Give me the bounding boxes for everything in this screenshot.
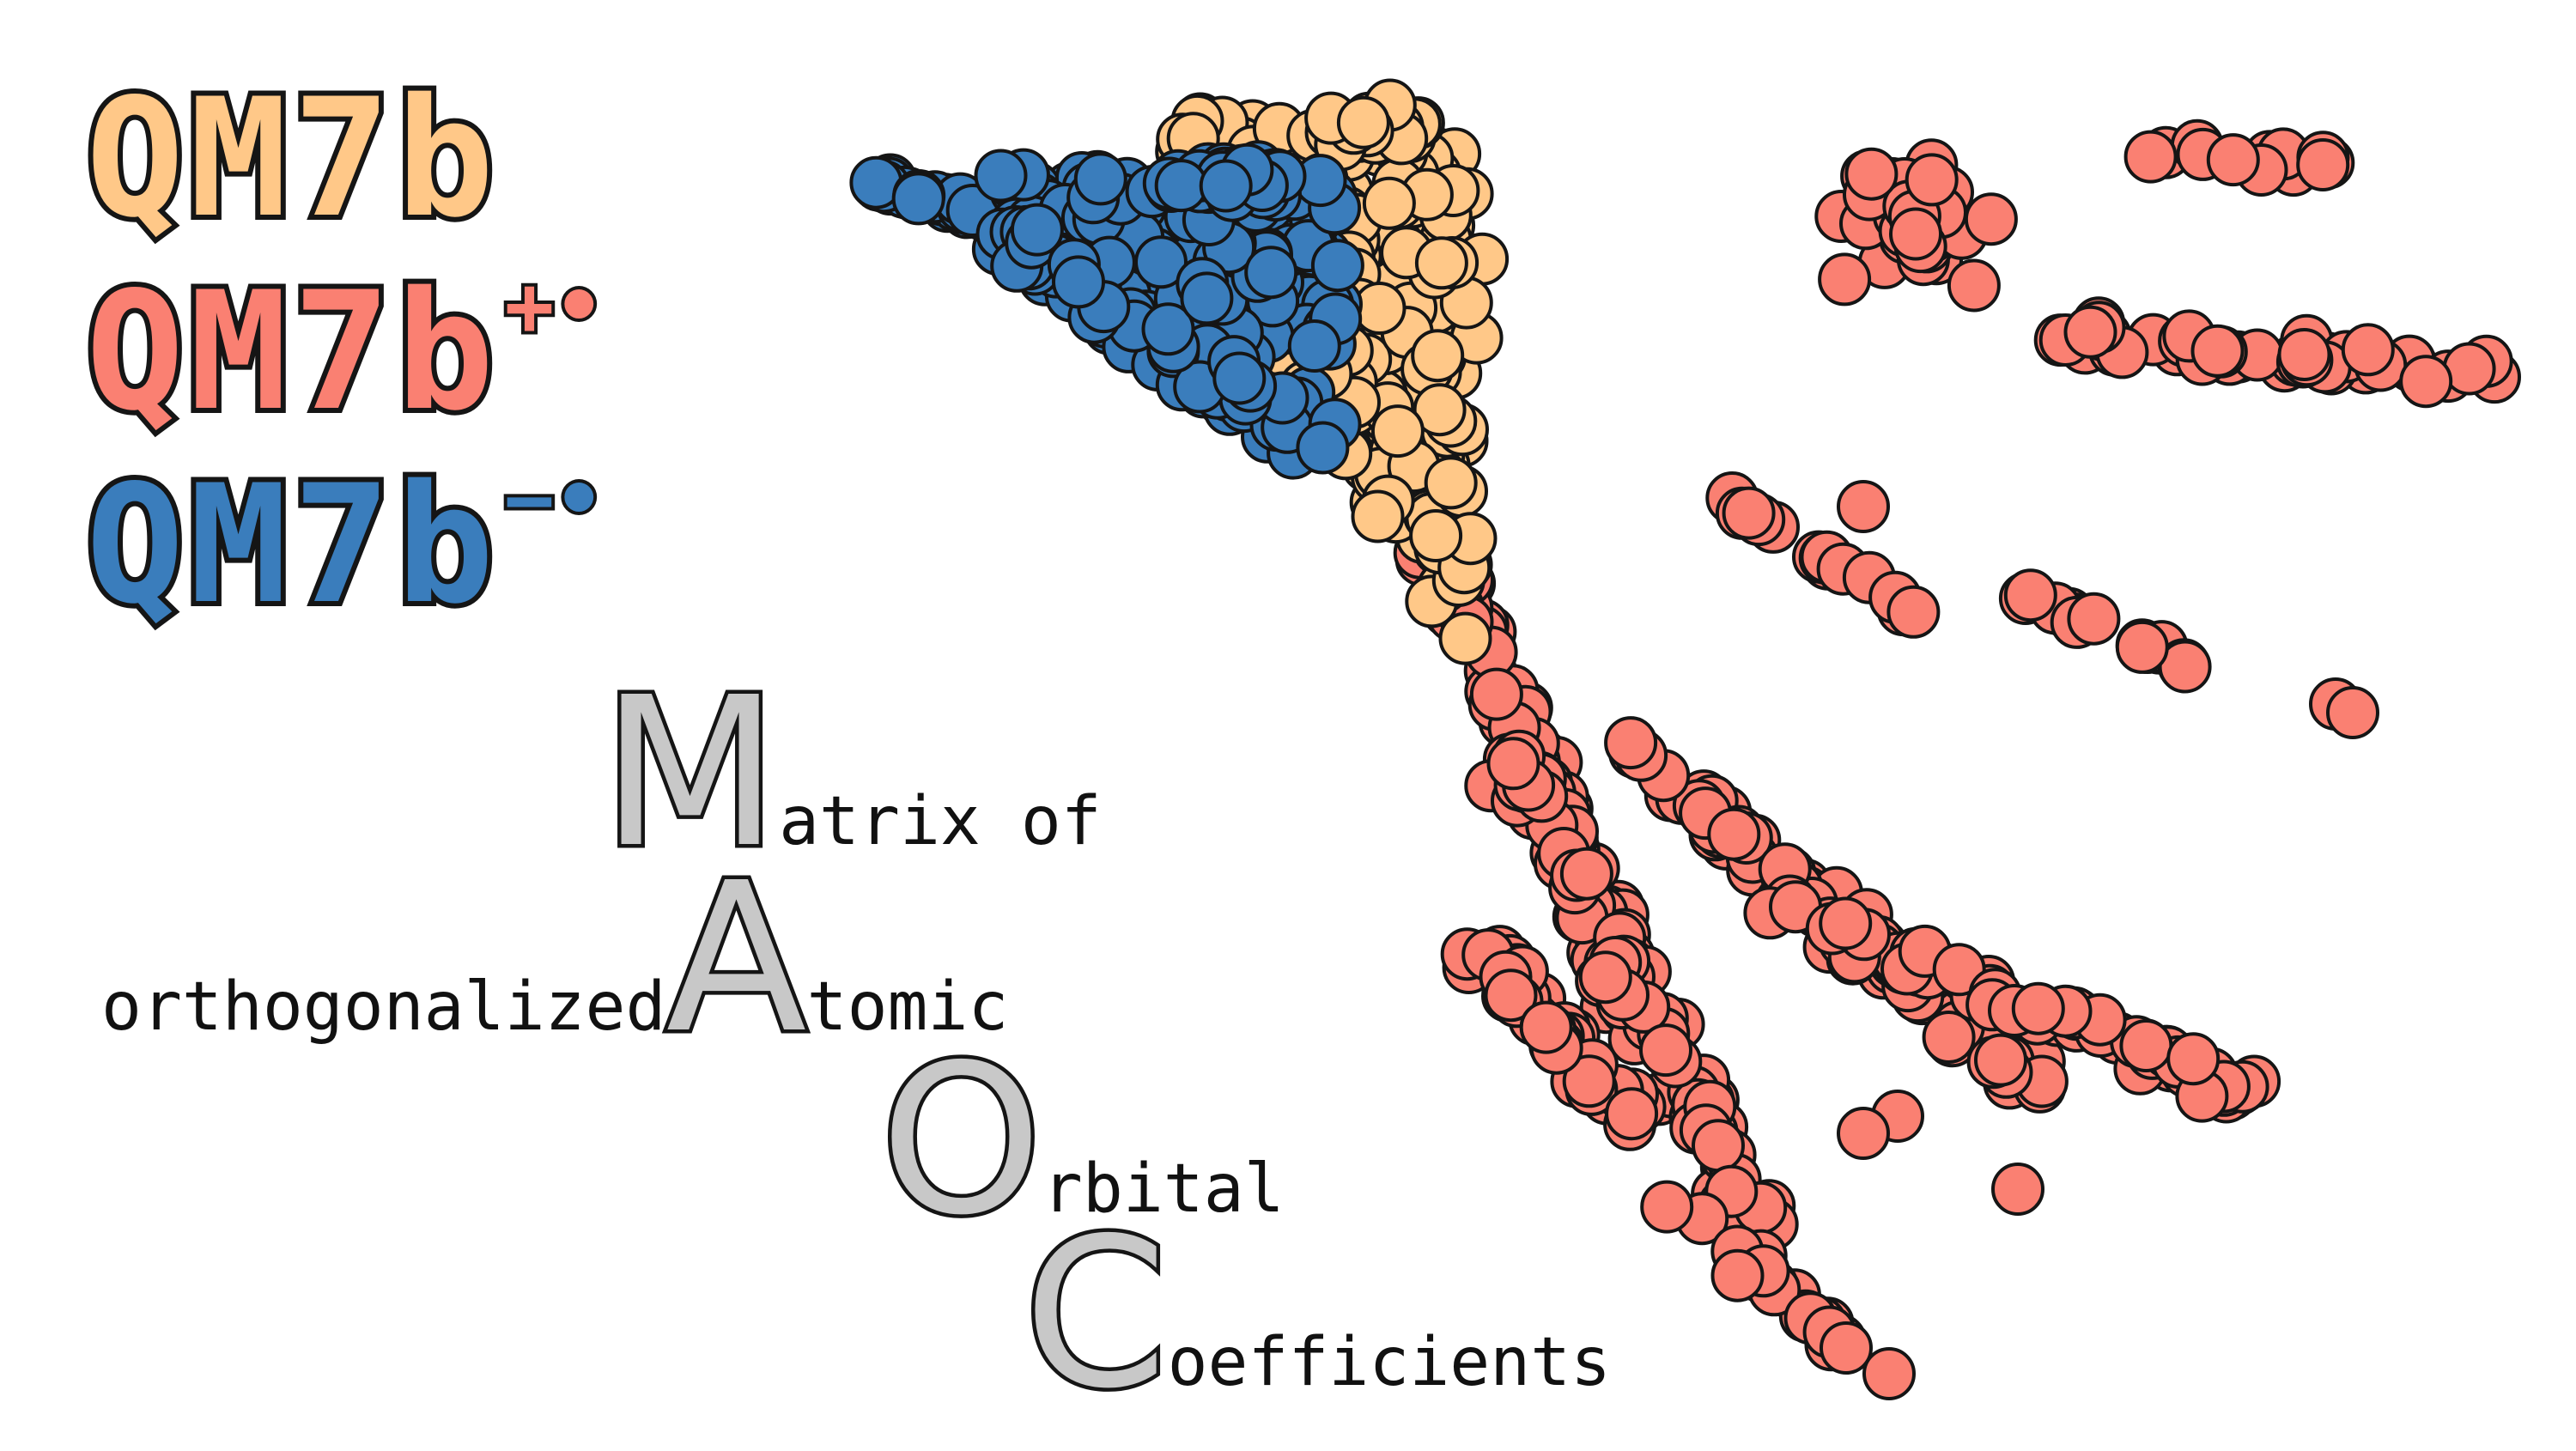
scatter-point: [1180, 271, 1234, 325]
scatter-point: [1519, 1000, 1573, 1054]
scatter-point: [1154, 159, 1208, 213]
scatter-point: [1411, 329, 1465, 383]
scatter-point: [1991, 1163, 2044, 1216]
scatter-point: [1604, 716, 1658, 770]
title-qm7b-cation: QM7b+•: [81, 262, 607, 439]
acronym-coefficients: Coefficients: [1020, 1193, 1612, 1434]
scatter-point: [1287, 319, 1341, 373]
scatter-point: [1409, 509, 1463, 562]
acronym-letter-m: M: [597, 653, 782, 893]
scatter-point: [2123, 130, 2178, 184]
scatter-point: [1424, 456, 1478, 510]
scatter-point: [1438, 611, 1492, 665]
scatter-point: [1974, 1033, 2027, 1087]
scatter-point: [2119, 1019, 2173, 1072]
title-text: QM7b: [81, 450, 500, 640]
acronym-letter-a: A: [662, 838, 811, 1078]
scatter-point: [1710, 1248, 1765, 1302]
scatter-point: [1414, 236, 1468, 290]
title-text: QM7b: [81, 64, 500, 253]
acronym-matrix: Matrix of: [597, 653, 1102, 893]
scatter-point: [1964, 192, 2018, 246]
scatter-point: [1818, 252, 1872, 307]
scatter-point: [1141, 302, 1195, 356]
scatter-point: [1244, 246, 1298, 300]
scatter-point: [1692, 1119, 1745, 1173]
scatter-point: [1837, 1107, 1890, 1160]
scatter-point: [2063, 305, 2117, 359]
scatter-point: [1413, 383, 1467, 437]
scatter-point: [1722, 486, 1776, 540]
scatter-point: [2341, 323, 2395, 377]
title-text: QM7b: [81, 257, 500, 446]
scatter-point: [2115, 620, 2169, 674]
scatter-point: [1886, 585, 1941, 639]
scatter-point: [1640, 1180, 1694, 1234]
scatter-point: [1199, 159, 1253, 213]
scatter-point: [1559, 847, 1613, 901]
scatter-point: [1562, 1054, 1616, 1108]
scatter-point: [2296, 138, 2350, 191]
title-charge-superscript: −•: [501, 452, 608, 548]
scatter-point: [1362, 176, 1416, 230]
scatter-point: [2277, 328, 2331, 381]
scatter-point: [1351, 489, 1405, 543]
points-cation: [1379, 118, 2521, 1400]
scatter-point: [1820, 1321, 1873, 1375]
scatter-point: [2326, 686, 2379, 739]
title-qm7b: QM7b: [81, 72, 500, 246]
scatter-point: [1905, 153, 1959, 207]
scatter-point: [1922, 1011, 1976, 1064]
scatter-point: [1486, 737, 1540, 791]
scatter-point: [2011, 981, 2065, 1035]
title-charge-superscript: +•: [501, 258, 608, 355]
scatter-point: [1947, 258, 2001, 313]
scatter-point: [1605, 1087, 1659, 1141]
scatter-point: [1707, 807, 1761, 861]
scatter-point: [2206, 133, 2260, 187]
scatter-point: [1010, 203, 1064, 257]
scatter-point: [1212, 351, 1267, 405]
acronym-atomic: orthogonalized Atomic: [101, 838, 1009, 1078]
scatter-point: [1310, 239, 1364, 293]
title-qm7b-anion: QM7b−•: [81, 455, 607, 632]
acronym-orbital: Orbital: [877, 1020, 1285, 1260]
scatter-point: [1052, 255, 1105, 309]
scatter-point: [1370, 404, 1425, 458]
scatter-point: [1837, 480, 1890, 533]
scatter-point: [1336, 95, 1390, 149]
scatter-point: [1296, 421, 1350, 475]
scatter-point: [2399, 355, 2453, 409]
scatter-point: [1134, 235, 1188, 289]
scatter-point: [1889, 207, 1942, 261]
points-anion: [849, 140, 1364, 480]
scatter-point: [1073, 152, 1127, 206]
scatter-point: [2166, 1032, 2221, 1086]
scatter-point: [1469, 667, 1523, 721]
scatter-point: [891, 172, 945, 226]
scatter-point: [1819, 896, 1873, 950]
acronym-letter-o: O: [877, 1020, 1047, 1260]
scatter-point: [974, 149, 1028, 203]
scatter-point: [2190, 324, 2245, 378]
scatter-point: [1862, 1347, 1916, 1400]
scatter-point: [1578, 950, 1632, 1005]
scatter-point: [2067, 592, 2121, 646]
scatter-point: [2003, 568, 2057, 622]
scatter-point: [1484, 968, 1538, 1023]
acronym-letter-c: C: [1020, 1193, 1172, 1434]
scatter-point: [1844, 147, 1899, 201]
scatter-point: [1639, 1023, 1692, 1078]
